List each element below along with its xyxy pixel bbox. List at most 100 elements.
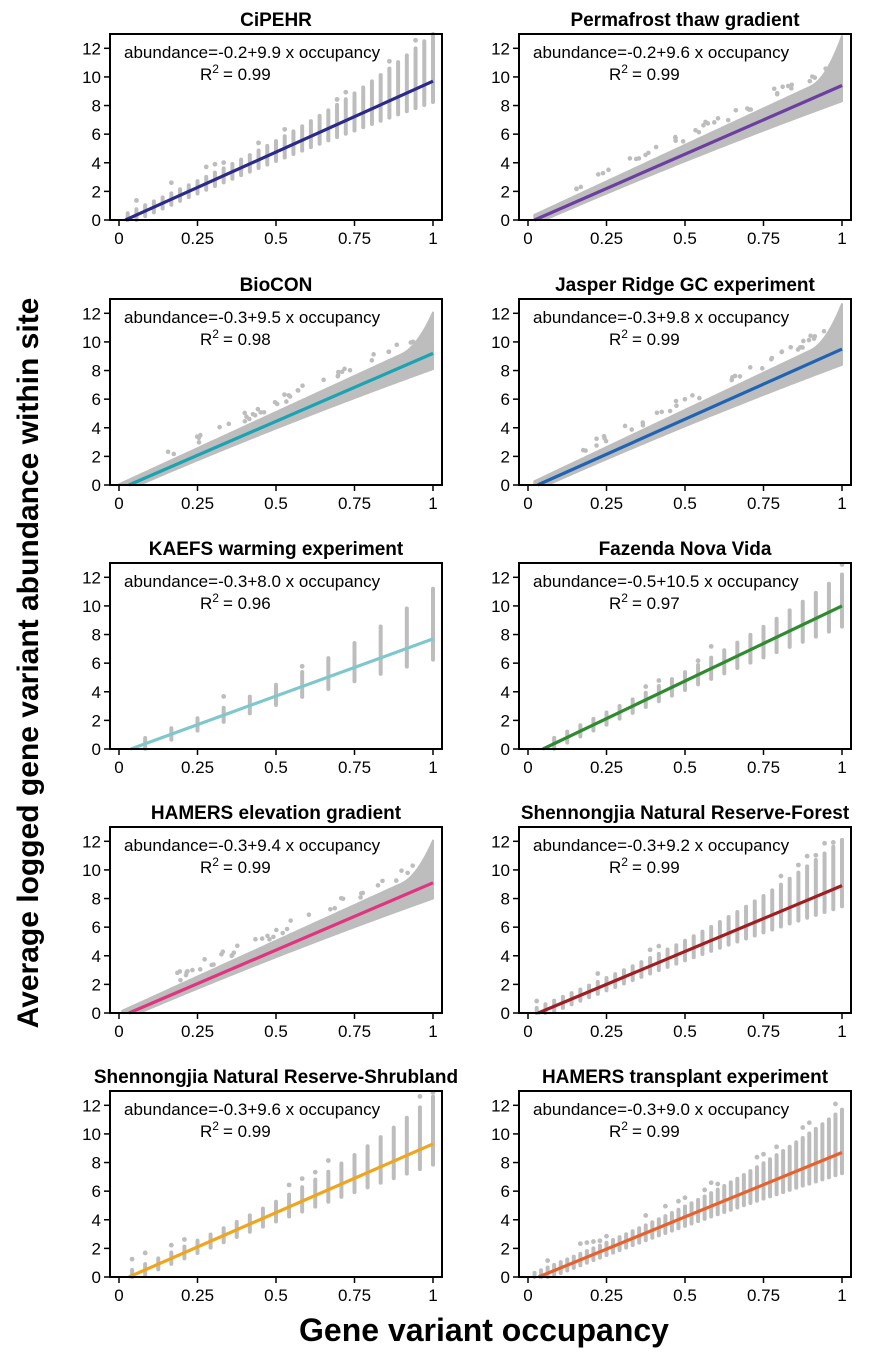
y-tick-label: 10 [491,1125,510,1144]
r-squared-exponent: 2 [212,591,219,605]
x-tick-label: 0.75 [747,1286,780,1305]
outlier-point [673,138,678,144]
y-tick-label: 8 [92,890,101,909]
x-tick-label: 0 [523,1286,532,1305]
outlier-point [732,373,738,379]
y-tick-label: 6 [92,918,101,937]
outlier-point [408,340,414,345]
outlier-point [761,1151,766,1157]
y-tick-label: 8 [92,362,101,381]
x-tick-label: 0.25 [590,758,623,777]
outlier-point [242,418,248,424]
outlier-point [253,936,258,942]
x-tick-label: 0.5 [264,1022,288,1041]
x-tick-label: 0 [114,758,123,777]
y-tick-label: 4 [92,1211,101,1230]
outlier-point [690,393,695,398]
x-tick-label: 1 [837,1022,846,1041]
y-tick-label: 2 [501,182,510,201]
outlier-point [312,1169,318,1175]
y-tick-label: 4 [501,947,510,966]
x-tick-label: 0.5 [264,229,288,248]
y-tick-label: 8 [501,626,510,645]
y-tick-label: 10 [491,861,510,880]
x-tick-label: 0.25 [181,1022,214,1041]
x-tick-label: 0.25 [181,758,214,777]
y-tick-label: 6 [92,390,101,409]
outlier-point [643,684,649,689]
point-cloud [533,303,843,486]
regression-line [533,84,843,222]
panel-title: CiPEHR [240,10,312,31]
y-tick-label: 2 [501,1239,510,1258]
regression-equation: abundance=-0.3+9.5 x occupancy [124,308,381,327]
panel-title: Shennongjia Natural Reserve-Forest [521,803,850,824]
r-squared-exponent: 2 [212,327,219,341]
outlier-point [358,895,363,900]
r-squared-exponent: 2 [212,1119,219,1133]
x-tick-label: 0.25 [181,494,214,513]
outlier-point [165,449,171,455]
outlier-point [250,411,256,417]
r-squared-value: = 0.99 [223,858,271,877]
x-tick-label: 0.5 [673,229,697,248]
outlier-point [769,357,774,362]
y-tick-label: 0 [92,740,101,759]
outlier-point [676,1198,681,1204]
x-tick-label: 0.5 [673,494,697,513]
y-tick-label: 6 [501,654,510,673]
outlier-point [653,144,659,150]
outlier-point [334,97,340,102]
outlier-point [197,967,203,972]
y-tick-label: 4 [501,1211,510,1230]
outlier-point [693,127,698,133]
outlier-point [168,180,174,186]
x-tick-label: 0 [114,494,123,513]
regression-equation: abundance=-0.3+9.6 x occupancy [124,1100,381,1119]
outlier-point [256,140,261,146]
outlier-point [336,369,341,375]
regression-equation: abundance=-0.3+9.0 x occupancy [533,1100,790,1119]
y-tick-label: 0 [501,740,510,759]
x-tick-label: 0 [114,1022,123,1041]
outlier-point [711,120,717,125]
outlier-point [808,333,813,339]
y-tick-label: 12 [491,39,510,58]
scatter-points [143,586,435,751]
y-tick-label: 10 [82,68,101,87]
y-tick-label: 12 [82,568,101,587]
outlier-point [811,336,817,341]
y-tick-label: 2 [92,1239,101,1258]
outlier-point [600,170,606,176]
outlier-point [771,86,777,92]
outlier-point [584,1240,590,1246]
outlier-point [338,895,344,901]
x-tick-label: 0.25 [590,229,623,248]
y-axis-title: Average logged gene variant abundance wi… [12,298,45,1029]
scatter-points [533,35,843,221]
outlier-point [708,1180,714,1186]
x-axis-title: Gene variant occupancy [299,1312,669,1348]
y-tick-label: 12 [82,832,101,851]
outlier-point [335,373,341,379]
outlier-point [399,868,404,873]
outlier-point [410,863,415,868]
point-cloud [118,311,434,486]
outlier-point [405,870,410,876]
outlier-point [220,949,226,954]
r-squared-value: = 0.99 [223,65,271,84]
y-tick-label: 2 [501,711,510,730]
outlier-point [725,117,731,123]
y-tick-label: 8 [501,97,510,116]
y-tick-label: 8 [92,1154,101,1173]
regression-line [130,637,434,751]
outlier-point [190,967,195,973]
x-tick-label: 0.75 [338,1022,371,1041]
regression-equation: abundance=-0.3+9.4 x occupancy [124,836,381,855]
y-tick-label: 2 [92,975,101,994]
y-tick-label: 6 [501,918,510,937]
outlier-point [545,1258,551,1263]
y-tick-label: 6 [92,1182,101,1201]
y-tick-label: 10 [491,333,510,352]
